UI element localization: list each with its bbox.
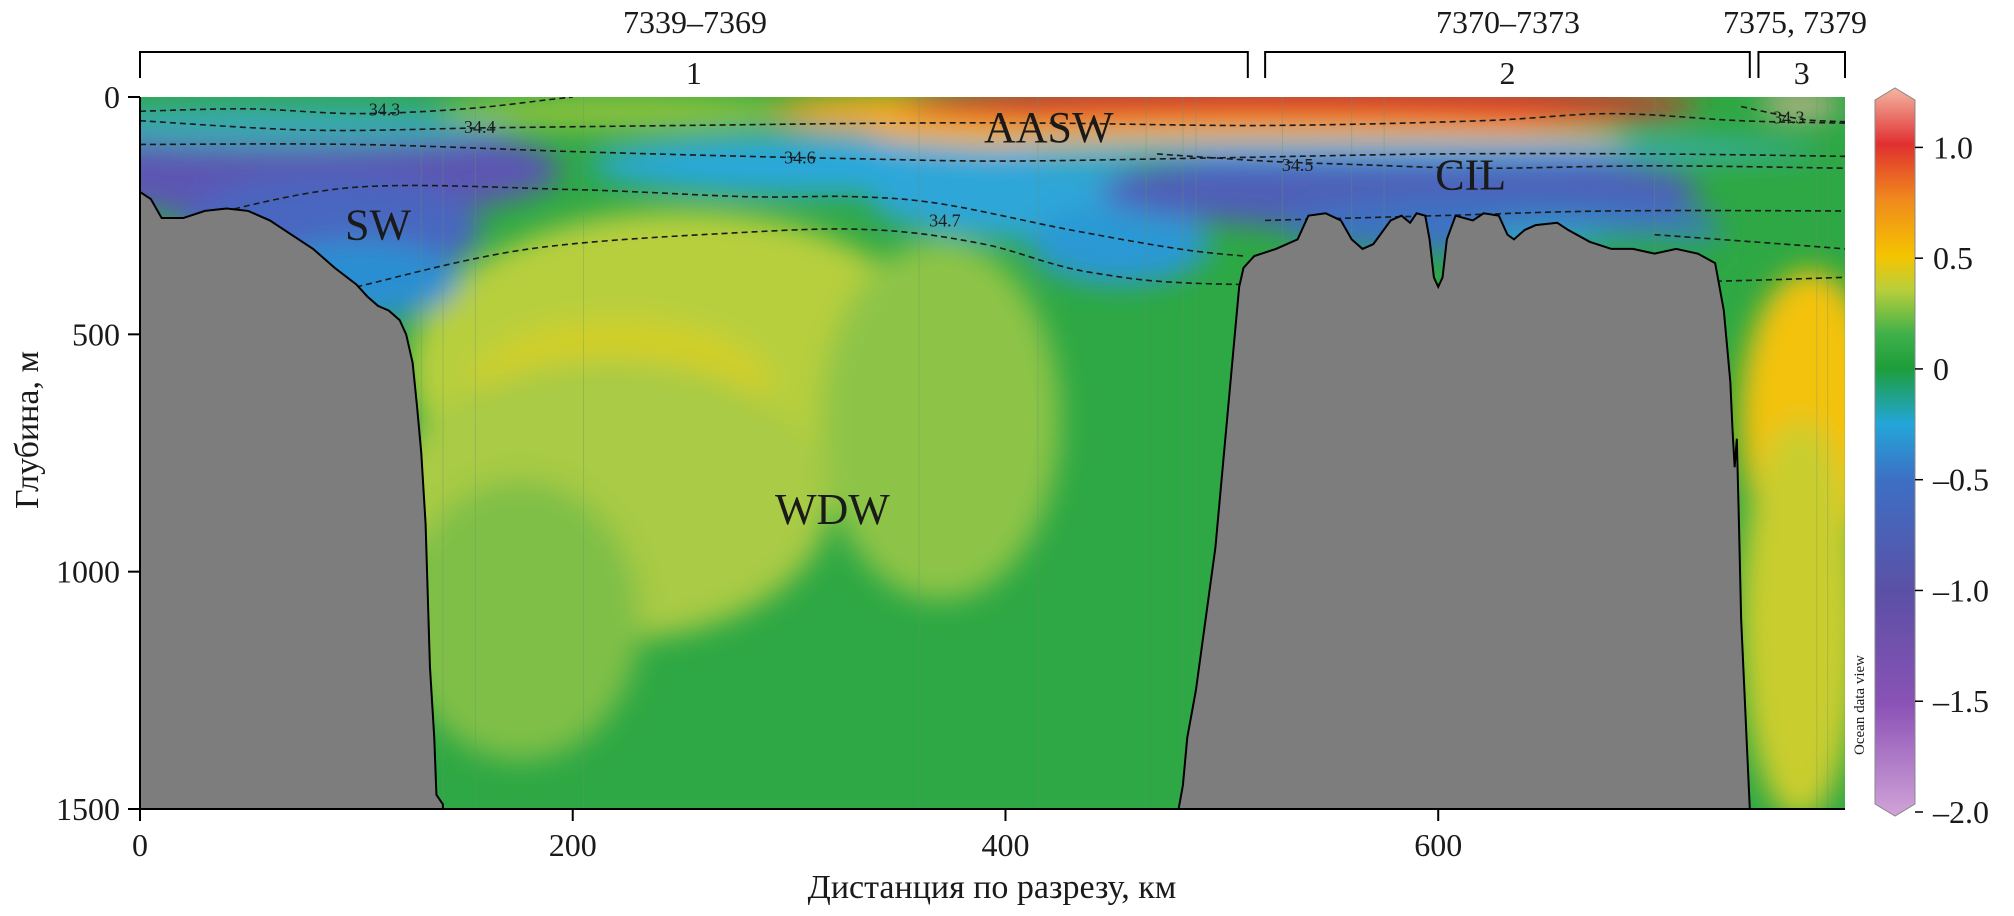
x-axis-label: Дистанция по разрезу, км (808, 869, 1177, 906)
x-tick-label: 400 (981, 827, 1029, 863)
colorbar-tick-label: 0.5 (1933, 240, 1973, 276)
isohaline-line (140, 97, 573, 115)
isohaline-line (140, 112, 1845, 132)
water-mass-label: SW (345, 200, 411, 249)
colorbar-tick-label: 1.0 (1933, 129, 1973, 165)
colorbar-tick-label: –1.5 (1932, 683, 1989, 719)
isohaline-label: 34.4 (464, 117, 496, 137)
x-tick-label: 200 (549, 827, 597, 863)
isohalines: 34.3 34.4 34.6 34.5 34.7 34.3 (140, 97, 1845, 288)
section-stations-label: 7370–7373 (1436, 4, 1580, 40)
isohaline-line (140, 143, 1845, 162)
isohaline-label: 34.3 (369, 99, 401, 119)
plot-axes: 0 200 400 600 0 500 1000 1500 Дистанция по раз… (9, 79, 1845, 906)
section-number: 2 (1499, 55, 1515, 91)
colorbar-scale (1874, 87, 1916, 817)
isohaline-label: 34.5 (1282, 155, 1314, 175)
section-stations-label: 7375, 7379 (1723, 4, 1867, 40)
water-mass-labels: AASW SW WDW CIL (345, 103, 1506, 534)
section-stations-label: 7339–7369 (623, 4, 767, 40)
y-tick-label: 1000 (56, 554, 120, 590)
section-number: 3 (1794, 55, 1810, 91)
section-brackets: 1 7339–7369 2 7370–7373 3 7375, 7379 (139, 4, 1867, 91)
isohaline-line (204, 184, 1244, 257)
section-bracket (1757, 51, 1846, 78)
watermark-text: Ocean data view (1852, 655, 1868, 755)
isohaline-label: 34.3 (1773, 107, 1805, 127)
isohaline-line (1740, 105, 1845, 123)
y-tick-label: 0 (104, 79, 120, 115)
isohaline-line (1265, 209, 1845, 222)
isohaline-label: 34.6 (784, 148, 816, 168)
isohaline-label: 34.7 (929, 210, 961, 230)
y-axis-label: Глубина, м (9, 351, 46, 509)
water-mass-label: WDW (775, 485, 890, 534)
section-bracket (139, 51, 1249, 78)
color-field: 34.3 34.4 34.6 34.5 34.7 34.3 (140, 97, 1845, 809)
colorbar-tick-label: –1.0 (1932, 572, 1989, 608)
water-mass-label: CIL (1435, 151, 1506, 200)
section-number: 1 (686, 55, 702, 91)
isohaline-line (1156, 153, 1845, 170)
water-mass-label: AASW (984, 103, 1114, 152)
colorbar-tick-label: –0.5 (1932, 462, 1989, 498)
colorbar-tick-label: –2.0 (1932, 794, 1989, 830)
x-tick-label: 600 (1414, 827, 1462, 863)
isohaline-line (1654, 233, 1845, 250)
colorbar-tick-label: 0 (1933, 351, 1949, 387)
y-tick-label: 1500 (56, 791, 120, 827)
x-tick-label: 0 (132, 827, 148, 863)
bathymetry-seafloor (140, 190, 1751, 809)
y-tick-label: 500 (72, 316, 120, 352)
colorbar: 1.0 0.5 0 –0.5 –1.0 –1.5 –2.0 (1874, 87, 1989, 830)
section-bracket (1264, 51, 1751, 78)
